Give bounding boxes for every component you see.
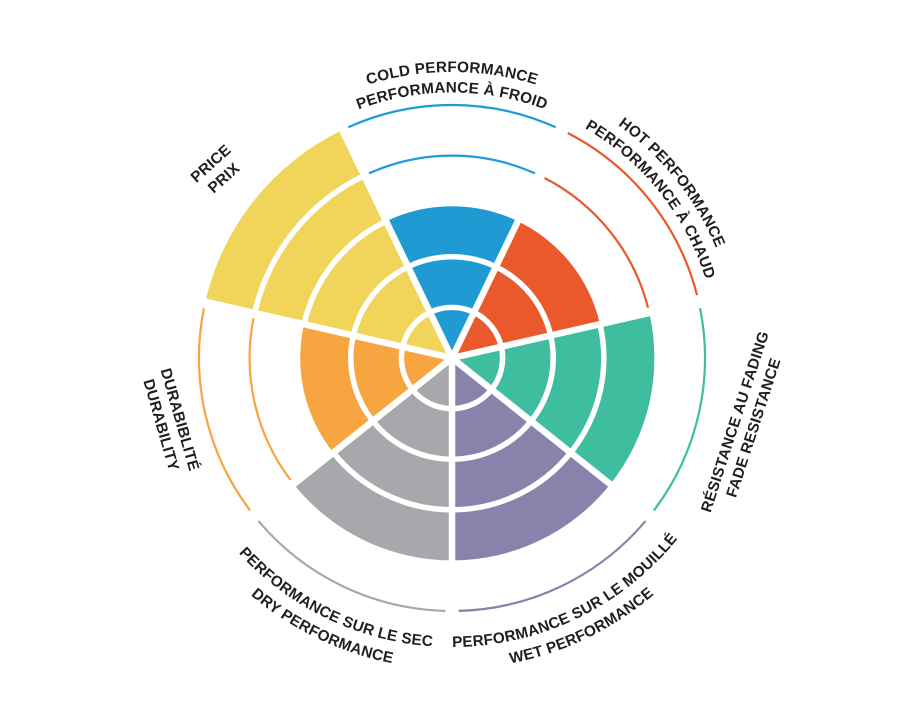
- ring-divider-hot-performance-level-1: [472, 309, 505, 348]
- sector-wedge-price: [205, 130, 452, 358]
- ring-divider-durability-level-2: [348, 334, 376, 423]
- ring-divider-wet-performance-level-3: [451, 450, 573, 513]
- level-arc-hot-performance-level-5: [567, 132, 699, 296]
- level-arc-hot-performance-level-4: [544, 177, 650, 309]
- level-arc-dry-performance-level-5: [257, 520, 446, 613]
- sector-separator-5: [195, 296, 453, 362]
- ring-divider-price-level-4: [251, 173, 366, 314]
- sector-wedge-dry-performance: [293, 358, 452, 561]
- unfilled-level-arcs: [197, 103, 707, 613]
- level-arc-fade-resistance-level-5: [653, 308, 707, 512]
- sector-wedge-wet-performance: [452, 358, 611, 561]
- ring-divider-price-level-1: [399, 309, 432, 348]
- sector-wedge-cold-performance: [386, 206, 518, 358]
- ring-divider-fade-resistance-level-3: [568, 323, 607, 455]
- level-arc-cold-performance-level-5: [347, 103, 557, 129]
- ring-divider-dry-performance-level-1: [410, 387, 453, 412]
- ring-dividers: [251, 173, 607, 513]
- ring-divider-cold-performance-level-2: [406, 254, 498, 270]
- ring-divider-dry-performance-level-3: [331, 450, 453, 513]
- level-arc-wet-performance-level-5: [458, 520, 647, 613]
- sector-separator-2: [449, 355, 659, 524]
- sector-separator-4: [245, 355, 455, 524]
- ring-divider-fade-resistance-level-2: [528, 334, 556, 423]
- level-arc-durability-level-5: [197, 308, 251, 512]
- sector-separator-6: [335, 120, 455, 360]
- ring-divider-price-level-3: [301, 218, 388, 325]
- level-arc-cold-performance-level-4: [368, 154, 536, 175]
- level-arc-durability-level-4: [248, 317, 292, 481]
- ring-divider-durability-level-1: [398, 346, 415, 392]
- sector-separator-1: [451, 296, 709, 362]
- sector-fills: [205, 130, 655, 561]
- ring-divider-price-level-2: [350, 264, 410, 337]
- ring-divider-wet-performance-level-1: [451, 387, 494, 412]
- ring-divider-dry-performance-level-2: [370, 419, 453, 462]
- ring-divider-fade-resistance-level-1: [489, 346, 506, 392]
- ring-divider-wet-performance-level-2: [451, 419, 534, 462]
- sector-separators: [195, 120, 709, 620]
- sector-separator-0: [449, 120, 569, 360]
- ring-divider-cold-performance-level-1: [428, 304, 476, 315]
- sector-wedge-durability: [300, 324, 452, 453]
- ring-divider-hot-performance-level-2: [494, 264, 554, 337]
- sector-label-cold-performance-line2: PERFORMANCE À FROID: [354, 79, 550, 113]
- sector-label-hot-performance-line1: HOT PERFORMANCE: [615, 115, 728, 250]
